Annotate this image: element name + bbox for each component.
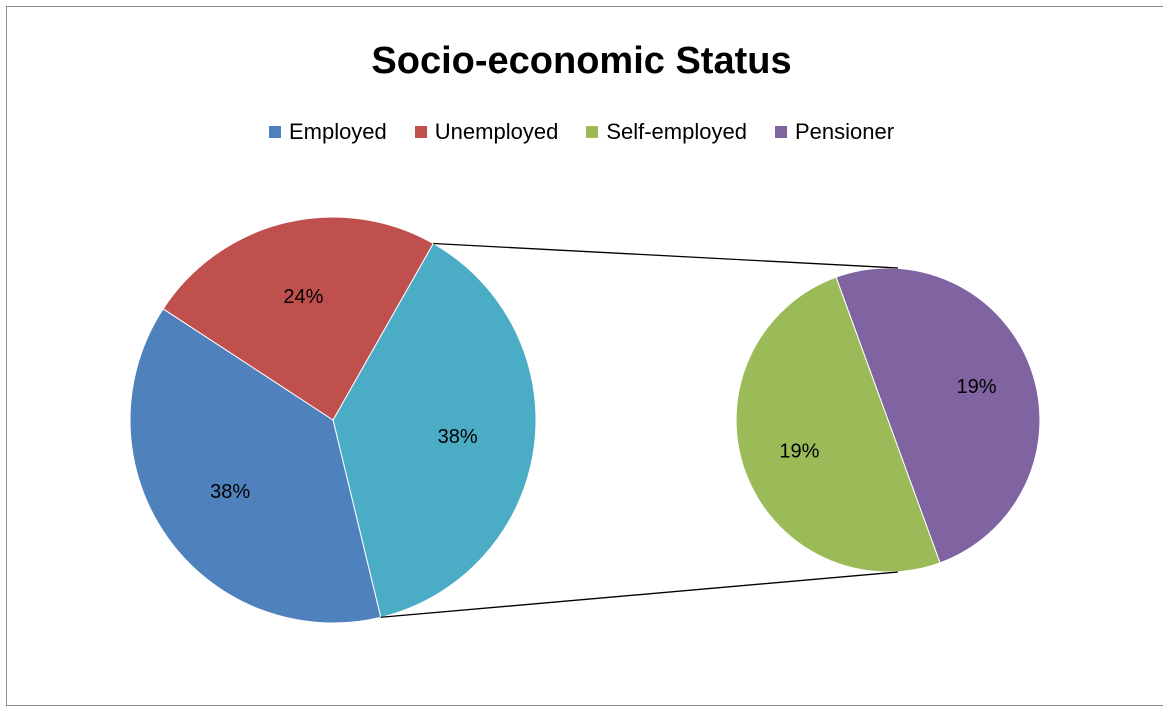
data-label-other: 38% [438, 426, 478, 448]
pie2-slice-self-employed [735, 276, 941, 573]
legend-item-pensioner: Pensioner [774, 119, 895, 145]
pie-slice-other [332, 242, 537, 618]
pie-slice-unemployed [162, 216, 434, 421]
legend-label-pensioner: Pensioner [794, 119, 895, 144]
chart-title: Socio-economic Status [371, 40, 792, 82]
chart-legend: Employed Unemployed Self-employed Pensio… [0, 119, 1163, 145]
legend-label-self-employed: Self-employed [606, 119, 747, 144]
legend-item-unemployed: Unemployed [414, 119, 559, 145]
legend-swatch-self-employed [586, 126, 599, 138]
legend-swatch-pensioner [774, 126, 787, 138]
legend-item-self-employed: Self-employed [586, 119, 747, 145]
legend-swatch-unemployed [414, 126, 427, 138]
connector-line-top [433, 242, 899, 269]
data-label-employed: 38% [210, 481, 250, 503]
data-label-self-employed: 19% [779, 441, 819, 463]
pie-slice-employed [129, 308, 382, 624]
data-label-pensioner: 19% [957, 376, 997, 398]
data-label-unemployed: 24% [283, 286, 323, 308]
pie2-slice-pensioner [835, 267, 1041, 564]
legend-label-employed: Employed [288, 119, 387, 144]
legend-swatch-employed [268, 126, 281, 138]
pie-of-pie-chart: 38% 38% 24% 19% 19% [129, 216, 1041, 624]
legend-label-unemployed: Unemployed [434, 119, 559, 144]
connector-line-bottom [380, 571, 899, 618]
legend-item-employed: Employed [268, 119, 387, 145]
